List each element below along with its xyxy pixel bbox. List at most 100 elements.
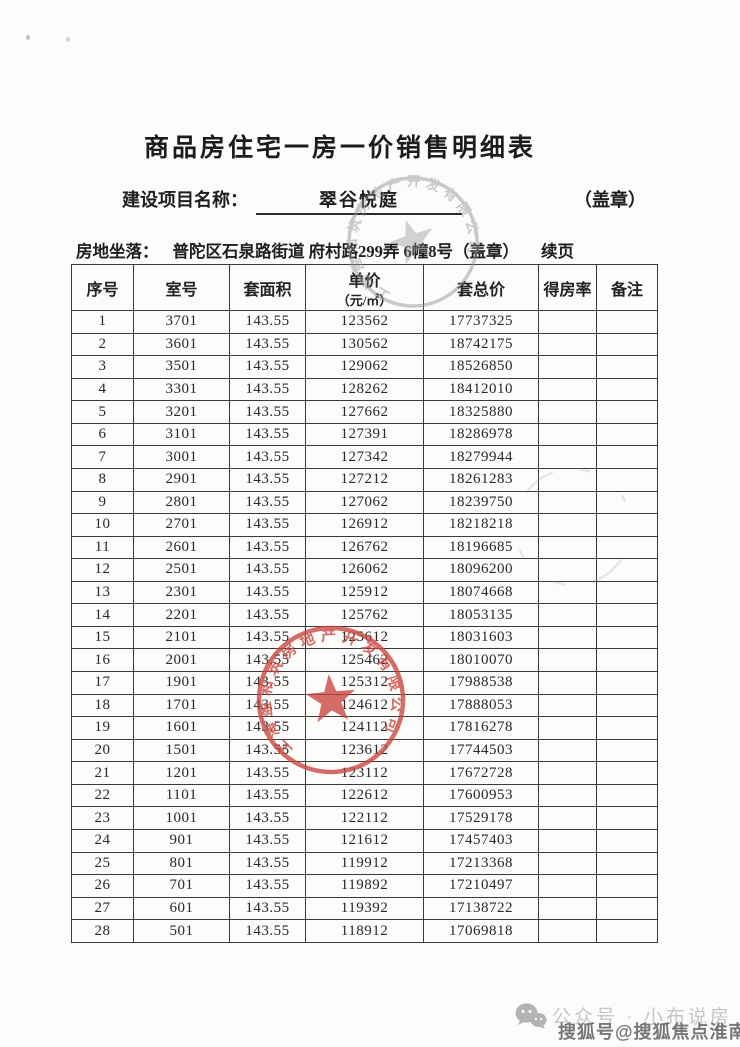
- cell-unit-price: 126062: [305, 558, 424, 582]
- cell-index: 21: [71, 761, 134, 785]
- table-row: 23 1001 143.55 122112 17529178: [71, 806, 658, 830]
- cell-total-price: 18074668: [423, 580, 539, 605]
- table-row: 16 2001 143.55 125462 18010070: [71, 648, 658, 672]
- table-row: 15 2101 143.55 125612 18031603: [71, 625, 658, 650]
- cell-unit-price: 130562: [305, 332, 424, 357]
- cell-unit-price: 119892: [305, 874, 424, 898]
- cell-room: 1501: [133, 738, 230, 763]
- cell-total-price: 17529178: [423, 806, 539, 830]
- cell-ratio: [538, 851, 597, 876]
- cell-note: [596, 310, 658, 334]
- cell-note: [596, 693, 658, 718]
- cell-index: 14: [71, 603, 134, 627]
- cell-area: 143.55: [229, 919, 306, 943]
- cell-note: [596, 851, 658, 876]
- cell-note: [596, 671, 658, 695]
- table-row: 13 2301 143.55 125912 18074668: [71, 580, 658, 605]
- cell-ratio: [538, 896, 597, 921]
- cell-total-price: 17672728: [423, 761, 539, 785]
- cell-unit-price: 119392: [305, 896, 424, 921]
- cell-area: 143.55: [229, 422, 306, 447]
- cell-note: [596, 603, 658, 627]
- cell-index: 4: [71, 377, 134, 402]
- cell-note: [596, 580, 658, 605]
- cell-area: 143.55: [229, 355, 306, 379]
- cell-note: [596, 535, 658, 560]
- seal-note: （盖章）: [574, 190, 646, 210]
- cell-index: 7: [71, 445, 134, 469]
- cell-area: 143.55: [229, 580, 306, 605]
- cell-total-price: 17213368: [423, 851, 539, 876]
- cell-ratio: [538, 828, 597, 853]
- price-table-body: 1 3701 143.55 123562 17737325 2 3601 143.55 1305…: [71, 310, 658, 943]
- table-row: 4 3301 143.55 128262 18412010: [71, 377, 658, 402]
- location-label: 房地坐落：: [76, 242, 159, 261]
- table-row: 9 2801 143.55 127062 18239750: [71, 490, 658, 515]
- cell-ratio: [538, 671, 597, 695]
- cell-ratio: [538, 400, 597, 424]
- cell-ratio: [538, 738, 597, 763]
- project-name-field: 翠谷悦庭: [256, 186, 462, 215]
- cell-area: 143.55: [229, 874, 306, 898]
- cell-unit-price: 126762: [305, 535, 424, 560]
- cell-room: 2301: [133, 580, 230, 605]
- table-row: 5 3201 143.55 127662 18325880: [71, 400, 658, 424]
- cell-index: 15: [71, 625, 134, 650]
- cell-ratio: [538, 716, 597, 740]
- cell-total-price: 17210497: [423, 874, 539, 898]
- cell-index: 3: [71, 355, 134, 379]
- wechat-icon: [515, 1003, 547, 1029]
- cell-total-price: 18286978: [423, 422, 539, 447]
- cell-unit-price: 123562: [305, 310, 424, 334]
- cell-room: 1601: [133, 716, 230, 740]
- table-row: 24 901 143.55 121612 17457403: [71, 828, 658, 853]
- table-row: 18 1701 143.55 124612 17888053: [71, 693, 658, 718]
- cell-unit-price: 124612: [305, 693, 424, 718]
- cell-note: [596, 919, 658, 943]
- cell-unit-price: 127212: [305, 467, 424, 492]
- cell-note: [596, 648, 658, 672]
- table-row: 1 3701 143.55 123562 17737325: [71, 310, 658, 334]
- cell-area: 143.55: [229, 558, 306, 582]
- cell-area: 143.55: [229, 806, 306, 830]
- cell-note: [596, 400, 658, 424]
- cell-note: [596, 513, 658, 537]
- cell-total-price: 17737325: [423, 310, 539, 334]
- cell-total-price: 17744503: [423, 738, 539, 763]
- cell-total-price: 18742175: [423, 332, 539, 357]
- table-row: 3 3501 143.55 129062 18526850: [71, 355, 658, 379]
- cell-room: 901: [133, 828, 230, 853]
- cell-area: 143.55: [229, 625, 306, 650]
- sohu-account-label: 搜狐号@搜狐焦点淮南站: [558, 1022, 740, 1042]
- cell-area: 143.55: [229, 648, 306, 672]
- cell-area: 143.55: [229, 332, 306, 357]
- cell-unit-price: 118912: [305, 919, 424, 943]
- cell-area: 143.55: [229, 783, 306, 808]
- cell-room: 501: [133, 919, 230, 943]
- cell-note: [596, 806, 658, 830]
- cell-unit-price: 125912: [305, 580, 424, 605]
- table-row: 2 3601 143.55 130562 18742175: [71, 332, 658, 357]
- location-value: 普陀区石泉路街道 府村路299弄 6幢8号（盖章）: [172, 242, 520, 261]
- cell-index: 24: [71, 828, 134, 853]
- table-row: 11 2601 143.55 126762 18196685: [71, 535, 658, 560]
- cell-room: 3601: [133, 332, 230, 357]
- cell-room: 3001: [133, 445, 230, 469]
- project-name-label: 建设项目名称：: [122, 190, 248, 210]
- cell-total-price: 18325880: [423, 400, 539, 424]
- cell-total-price: 18096200: [423, 558, 539, 582]
- cell-index: 11: [71, 535, 134, 560]
- cell-unit-price: 122612: [305, 783, 424, 808]
- cell-ratio: [538, 332, 597, 357]
- cell-room: 2101: [133, 625, 230, 650]
- col-header-area: 套面积: [229, 264, 306, 311]
- cell-index: 22: [71, 783, 134, 808]
- cell-note: [596, 490, 658, 515]
- table-row: 21 1201 143.55 123112 17672728: [71, 761, 658, 785]
- cell-unit-price: 126912: [305, 513, 424, 537]
- cell-room: 1001: [133, 806, 230, 830]
- cell-area: 143.55: [229, 445, 306, 469]
- col-header-total-price: 套总价: [423, 264, 539, 311]
- cell-room: 1101: [133, 783, 230, 808]
- cell-unit-price: 127342: [305, 445, 424, 469]
